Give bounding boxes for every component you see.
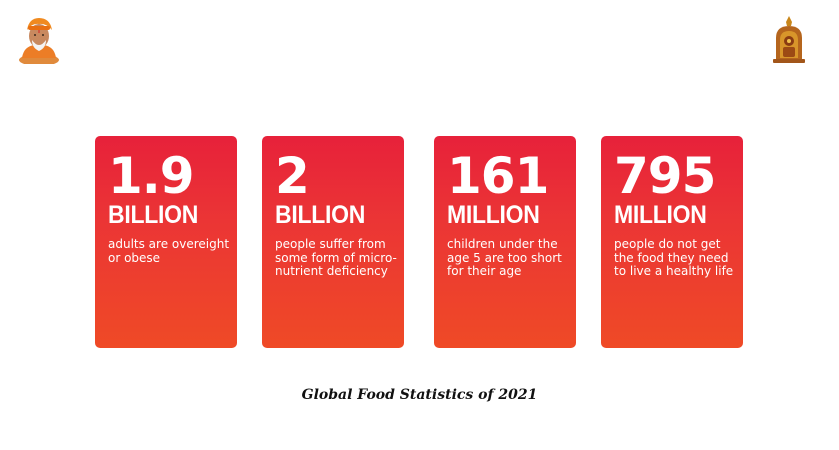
stat-card-adults: 1.9 BILLION adults are overeight or obes…	[95, 136, 237, 348]
stat-description: people do not get the food they need to …	[614, 237, 734, 279]
stats-cards: 1.9 BILLION adults are overeight or obes…	[95, 136, 745, 348]
guru-portrait-icon	[19, 18, 59, 64]
stat-number: 161	[447, 147, 549, 205]
stat-unit: MILLION	[614, 201, 707, 229]
temple-emblem-icon	[773, 16, 805, 63]
stat-description: children under the age 5 are too short f…	[447, 237, 562, 279]
stat-card-hunger: 795 MILLION people do not get the food t…	[601, 136, 743, 348]
stat-unit: MILLION	[447, 201, 540, 229]
stat-description: adults are overeight or obese	[108, 237, 230, 265]
stat-number: 795	[614, 147, 716, 205]
stat-unit: BILLION	[275, 201, 366, 229]
stat-card-micronutrient: 2 BILLION people suffer from some form o…	[262, 136, 404, 348]
stat-number: 1.9	[108, 147, 195, 205]
slide-caption: Global Food Statistics of 2021	[301, 387, 538, 403]
stat-card-children: 161 MILLION children under the age 5 are…	[434, 136, 576, 348]
stat-description: people suffer from some form of micro-nu…	[275, 237, 397, 279]
stat-unit: BILLION	[108, 201, 199, 229]
stat-number: 2	[275, 147, 310, 205]
